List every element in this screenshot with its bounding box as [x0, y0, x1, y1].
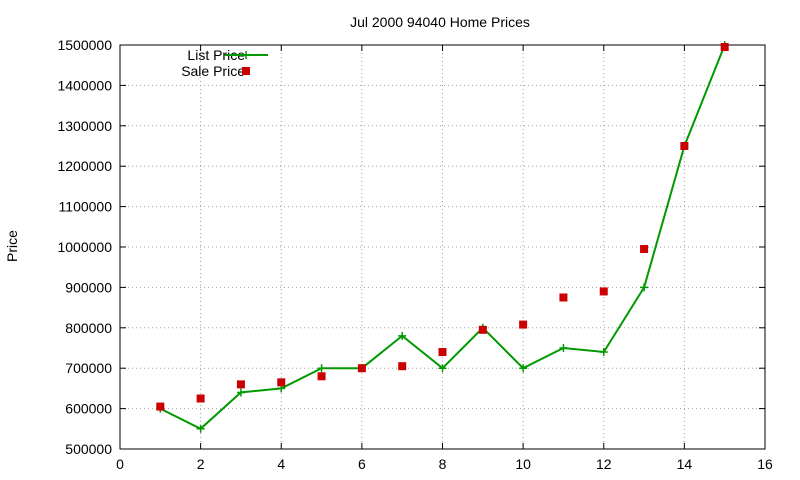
x-tick-label: 0 — [116, 456, 124, 472]
y-tick-label: 1400000 — [57, 77, 112, 93]
list-price-point — [599, 348, 608, 357]
y-tick-label: 1100000 — [59, 199, 113, 215]
x-tick-label: 6 — [358, 456, 366, 472]
y-tick-label: 700000 — [65, 360, 112, 376]
list-price-point — [398, 331, 407, 340]
series-1 — [156, 43, 729, 411]
list-price-point — [559, 344, 568, 352]
grid — [120, 45, 765, 449]
sale-price-point — [599, 287, 608, 296]
legend-label: List Price — [187, 47, 245, 63]
sale-price-point — [438, 348, 447, 357]
list-price-point — [519, 364, 528, 373]
sale-price-point — [559, 293, 568, 302]
sale-price-point — [236, 380, 245, 389]
list-price-point — [438, 364, 447, 373]
x-tick-label: 8 — [439, 456, 447, 472]
sale-price-point — [478, 325, 487, 334]
sale-price-point — [519, 320, 528, 329]
y-tick-label: 1500000 — [57, 37, 112, 53]
sale-price-point — [357, 364, 366, 373]
x-tick-label: 14 — [677, 456, 693, 472]
x-tick-label: 12 — [596, 456, 612, 472]
sale-price-point — [640, 245, 649, 254]
y-tick-label: 1200000 — [57, 158, 112, 174]
sale-price-point — [720, 43, 729, 52]
legend-swatch-marker — [242, 51, 250, 59]
x-tick-label: 2 — [197, 456, 205, 472]
legend-label: Sale Price — [181, 63, 245, 79]
sale-price-point — [277, 378, 286, 387]
sale-price-point — [317, 372, 326, 381]
sale-price-point — [196, 394, 205, 403]
y-tick-label: 1000000 — [57, 239, 112, 255]
ticks: 500000 600000 700000 800000 900000 1000000 110… — [57, 37, 773, 472]
y-tick-label: 800000 — [65, 320, 112, 336]
list-price-point — [196, 424, 205, 433]
list-price-point — [236, 388, 245, 397]
legend-swatch-marker — [242, 67, 250, 75]
x-tick-label: 4 — [277, 456, 285, 472]
series-0 — [156, 41, 729, 433]
series-layer — [156, 41, 729, 433]
sale-price-point — [398, 362, 407, 371]
x-tick-label: 10 — [515, 456, 531, 472]
sale-price-point — [156, 402, 165, 411]
chart-title: Jul 2000 94040 Home Prices — [350, 14, 530, 30]
x-tick-label: 16 — [757, 456, 773, 472]
y-tick-label: 600000 — [65, 401, 112, 417]
y-tick-label: 900000 — [65, 279, 112, 295]
y-tick-label: 1300000 — [57, 118, 112, 134]
list-price-point — [640, 283, 649, 292]
y-tick-label: 500000 — [65, 441, 112, 457]
list-price-point — [317, 364, 326, 373]
sale-price-point — [680, 142, 689, 150]
plot-frame — [119, 44, 766, 450]
y-axis-label: Price — [4, 230, 20, 262]
